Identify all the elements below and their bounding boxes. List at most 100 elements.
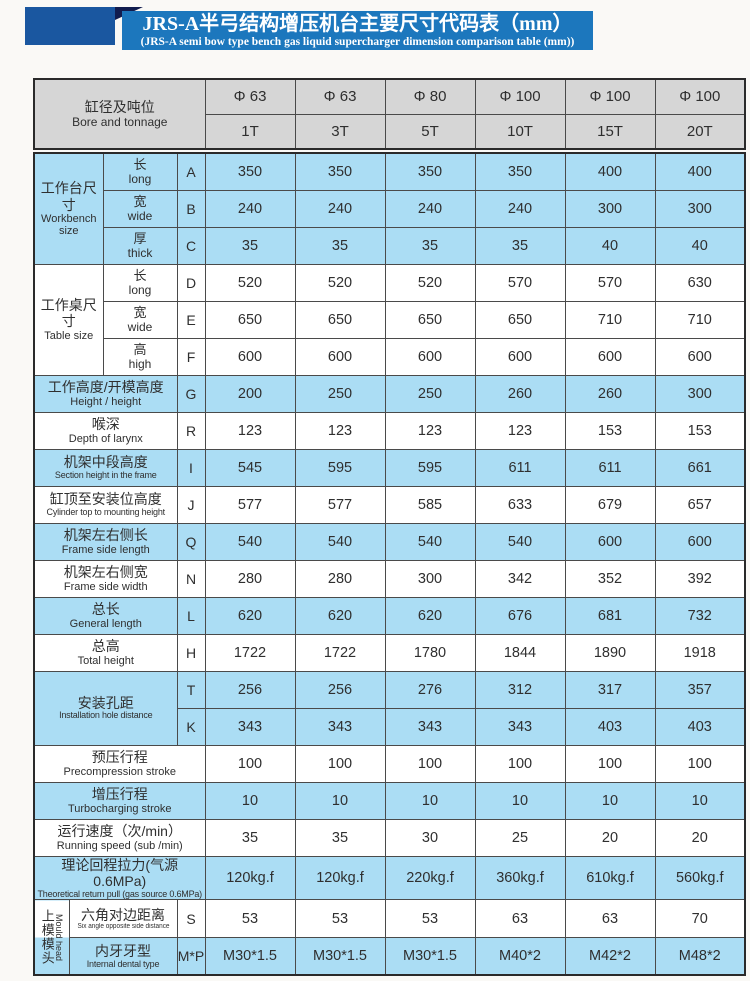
diameter-header-cell: Φ 100 xyxy=(654,78,746,115)
bore-tonnage-header: 缸径及吨位 Bore and tonnage xyxy=(33,78,206,150)
table-row: 机架左右侧长 Frame side length Q 540 540 540 540 600 6… xyxy=(33,522,746,561)
row-label: 长 long xyxy=(102,263,178,302)
value-cell: 710 xyxy=(654,300,746,339)
value-cell: M42*2 xyxy=(564,937,656,976)
bore-tonnage-label-zh: 缸径及吨位 xyxy=(84,99,155,116)
code-cell: R xyxy=(176,411,206,450)
row-label: 长 long xyxy=(102,152,178,191)
value-cell: 100 xyxy=(564,744,656,783)
tonnage-header-cell: 20T xyxy=(654,113,746,150)
value-cell: 633 xyxy=(474,485,566,524)
value-cell: 676 xyxy=(474,596,566,635)
row-label: 喉深 Depth of larynx xyxy=(33,411,178,450)
row-label: 机架左右侧长 Frame side length xyxy=(33,522,178,561)
value-cell: 600 xyxy=(654,337,746,376)
code-cell: N xyxy=(176,559,206,598)
value-cell: 350 xyxy=(384,152,476,191)
value-cell: 679 xyxy=(564,485,656,524)
value-cell: 35 xyxy=(204,818,296,857)
value-cell: 392 xyxy=(654,559,746,598)
value-cell: 352 xyxy=(564,559,656,598)
value-cell: 300 xyxy=(654,189,746,228)
row-label: 高 high xyxy=(102,337,178,376)
value-cell: 100 xyxy=(384,744,476,783)
row-label: 宽 wide xyxy=(102,189,178,228)
table-row: 工作桌尺寸 Table size 长 long D 520 520 520 570 570 630 xyxy=(33,263,746,376)
value-cell: 545 xyxy=(204,448,296,487)
value-cell: M48*2 xyxy=(654,937,746,976)
table-row: 理论回程拉力(气源0.6MPa) Theoretical return pull … xyxy=(33,855,746,901)
group-mould-head: 上模模头 Mould head xyxy=(33,899,70,976)
value-cell: 540 xyxy=(294,522,386,561)
row-label: 机架中段高度 Section height in the frame xyxy=(33,448,178,487)
value-cell: 350 xyxy=(204,152,296,191)
code-cell: A xyxy=(176,152,206,191)
value-cell: 240 xyxy=(204,189,296,228)
value-cell: 681 xyxy=(564,596,656,635)
tonnage-header-cell: 15T xyxy=(564,113,656,150)
value-cell: 35 xyxy=(294,818,386,857)
value-cell: 600 xyxy=(564,522,656,561)
value-cell: 317 xyxy=(564,670,656,709)
code-cell: S xyxy=(176,899,206,939)
value-cell: 280 xyxy=(294,559,386,598)
code-cell: J xyxy=(176,485,206,524)
value-cell: 620 xyxy=(384,596,476,635)
value-cell: 732 xyxy=(654,596,746,635)
tonnage-header-cell: 10T xyxy=(474,113,566,150)
diameter-header-row: 缸径及吨位 Bore and tonnage Φ 63 Φ 63 Φ 80 Φ 100… xyxy=(33,78,746,150)
code-cell: C xyxy=(176,226,206,265)
code-cell: Q xyxy=(176,522,206,561)
value-cell: 585 xyxy=(384,485,476,524)
value-cell: 1918 xyxy=(654,633,746,672)
title-banner: JRS-A半弓结构增压机台主要尺寸代码表（mm） (JRS-A semi bow… xyxy=(122,11,593,50)
table-row: 机架左右侧宽 Frame side width N 280 280 300 342 352 39… xyxy=(33,559,746,598)
value-cell: 650 xyxy=(294,300,386,339)
code-cell: H xyxy=(176,633,206,672)
value-cell: M30*1.5 xyxy=(294,937,386,976)
value-cell: 10 xyxy=(654,781,746,820)
value-cell: 343 xyxy=(294,707,386,746)
code-cell: E xyxy=(176,300,206,339)
row-label: 总长 General length xyxy=(33,596,178,635)
value-cell: 10 xyxy=(384,781,476,820)
page-title: JRS-A半弓结构增压机台主要尺寸代码表（mm） xyxy=(142,13,573,35)
group-table-size: 工作桌尺寸 Table size xyxy=(33,263,104,376)
value-cell: 53 xyxy=(384,899,476,939)
value-cell: 610kg.f xyxy=(564,855,656,901)
value-cell: 70 xyxy=(654,899,746,939)
row-label: 总高 Total height xyxy=(33,633,178,672)
value-cell: 350 xyxy=(474,152,566,191)
value-cell: 10 xyxy=(564,781,656,820)
value-cell: 40 xyxy=(654,226,746,265)
value-cell: 611 xyxy=(564,448,656,487)
value-cell: 600 xyxy=(564,337,656,376)
value-cell: 100 xyxy=(204,744,296,783)
value-cell: 400 xyxy=(654,152,746,191)
value-cell: 403 xyxy=(564,707,656,746)
value-cell: 123 xyxy=(384,411,476,450)
value-cell: 63 xyxy=(474,899,566,939)
bore-tonnage-label-en: Bore and tonnage xyxy=(72,114,168,129)
value-cell: 540 xyxy=(204,522,296,561)
value-cell: 276 xyxy=(384,670,476,709)
value-cell: 256 xyxy=(294,670,386,709)
dimension-table: 工作台尺寸 Workbench size 长 long A 350 350 350 350 400… xyxy=(33,152,746,977)
value-cell: 595 xyxy=(384,448,476,487)
value-cell: 153 xyxy=(654,411,746,450)
value-cell: 120kg.f xyxy=(294,855,386,901)
value-cell: 100 xyxy=(294,744,386,783)
value-cell: 240 xyxy=(294,189,386,228)
value-cell: 360kg.f xyxy=(474,855,566,901)
table-row: 总高 Total height H 1722 1722 1780 1844 1890 1918 xyxy=(33,633,746,672)
value-cell: 40 xyxy=(564,226,656,265)
table-row: 工作台尺寸 Workbench size 长 long A 350 350 350 350 400… xyxy=(33,152,746,265)
value-cell: 343 xyxy=(204,707,296,746)
value-cell: 540 xyxy=(384,522,476,561)
value-cell: 611 xyxy=(474,448,566,487)
table-row: 厚 thick C 35 35 35 35 40 40 xyxy=(34,226,746,265)
value-cell: 250 xyxy=(294,374,386,413)
table-row: 总长 General length L 620 620 620 676 681 732 xyxy=(33,596,746,635)
value-cell: 577 xyxy=(204,485,296,524)
value-cell: 20 xyxy=(564,818,656,857)
